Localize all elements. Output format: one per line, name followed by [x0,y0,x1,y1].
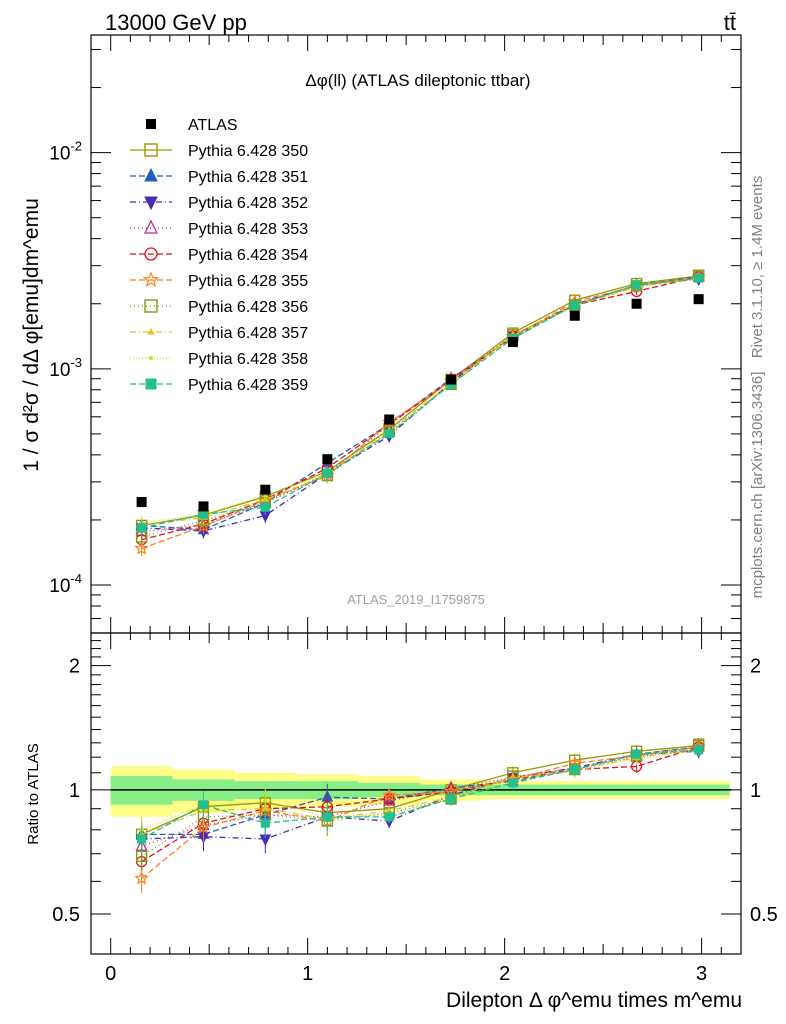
collision-label: 13000 GeV pp [105,10,247,35]
legend-label: ATLAS [188,117,238,134]
ratio-series-layer [136,738,705,893]
series-marker [261,503,269,511]
series-marker [145,197,157,209]
series-marker [571,766,579,774]
x-axis-label: Dilepton Δ φ^emu times m^emu [446,989,742,1012]
legend-label: Pythia 6.428 357 [188,325,308,342]
legend-label: Pythia 6.428 359 [188,377,308,394]
ratio-tick-label: 0.5 [52,904,80,926]
rivet-label: Rivet 3.1.10, ≥ 1.4M events [749,176,766,359]
atlas-data-point [260,485,270,495]
legend-label: Pythia 6.428 350 [188,143,308,160]
series-marker [447,795,455,803]
atlas-data-point [508,337,518,347]
series-marker [695,746,703,754]
x-tick-label: 2 [499,963,510,985]
chart-canvas: 13000 GeV pp tt̄ Rivet 3.1.10, ≥ 1.4M ev… [0,0,786,1024]
process-label: tt̄ [724,10,736,35]
series-marker [261,819,269,827]
analysis-watermark: ATLAS_2019_I1759875 [347,592,485,607]
atlas-data-point [570,311,580,321]
series-marker [138,524,146,532]
series-marker [146,379,156,389]
y-tick-label: 10-4 [49,571,82,597]
mcplots-label: mcplots.cern.ch [arXiv:1306.3436] [749,372,766,599]
atlas-data-point [694,294,704,304]
series-marker [149,356,153,360]
legend-marker-atlas [146,119,156,129]
x-tick-label: 1 [302,963,313,985]
legend-label: Pythia 6.428 354 [188,247,308,264]
legend-label: Pythia 6.428 352 [188,195,308,212]
series-marker [695,274,703,282]
legend-label: Pythia 6.428 353 [188,221,308,238]
ratio-tick-label: 2 [69,656,80,678]
series-marker [633,750,641,758]
atlas-data-point [632,299,642,309]
series-marker [385,813,393,821]
atlas-data-point [198,501,208,511]
series-marker [138,835,146,843]
series-marker [199,801,207,809]
series-marker [323,469,331,477]
y-tick-label: 10-3 [49,355,82,381]
series-marker [263,799,267,803]
ratio-y-axis-label: Ratio to ATLAS [25,743,42,844]
ratio-tick-label-right: 1 [750,780,761,802]
ratio-tick-label: 1 [69,780,80,802]
series-marker [509,779,517,787]
series-marker [145,169,157,181]
ratio-tick-label-right: 2 [750,656,761,678]
x-tick-label: 0 [105,963,116,985]
x-tick-label: 3 [696,963,707,985]
atlas-data-point [137,497,147,507]
ratio-tick-label-right: 0.5 [750,904,778,926]
legend-label: Pythia 6.428 358 [188,351,308,368]
atlas-data-point [384,414,394,424]
legend-label: Pythia 6.428 351 [188,169,308,186]
series-line [142,277,699,549]
series-marker [571,301,579,309]
legend-label: Pythia 6.428 355 [188,273,308,290]
legend-label: Pythia 6.428 356 [188,299,308,316]
series-marker [199,510,207,518]
series-marker [385,430,393,438]
y-axis-label: 1 / σ d²σ / dΔ φ[emu]dm^emu [20,198,43,472]
y-tick-label: 10-2 [49,139,82,165]
series-marker [633,281,641,289]
legend: ATLAS Pythia 6.428 350 Pythia 6.428 351 Pyt… [130,117,308,394]
chart-title: Δφ(ll) (ATLAS dileptonic ttbar) [305,71,530,90]
atlas-data-point [322,454,332,464]
atlas-data-point [446,375,456,385]
series-marker [323,813,331,821]
series-marker [145,221,157,233]
